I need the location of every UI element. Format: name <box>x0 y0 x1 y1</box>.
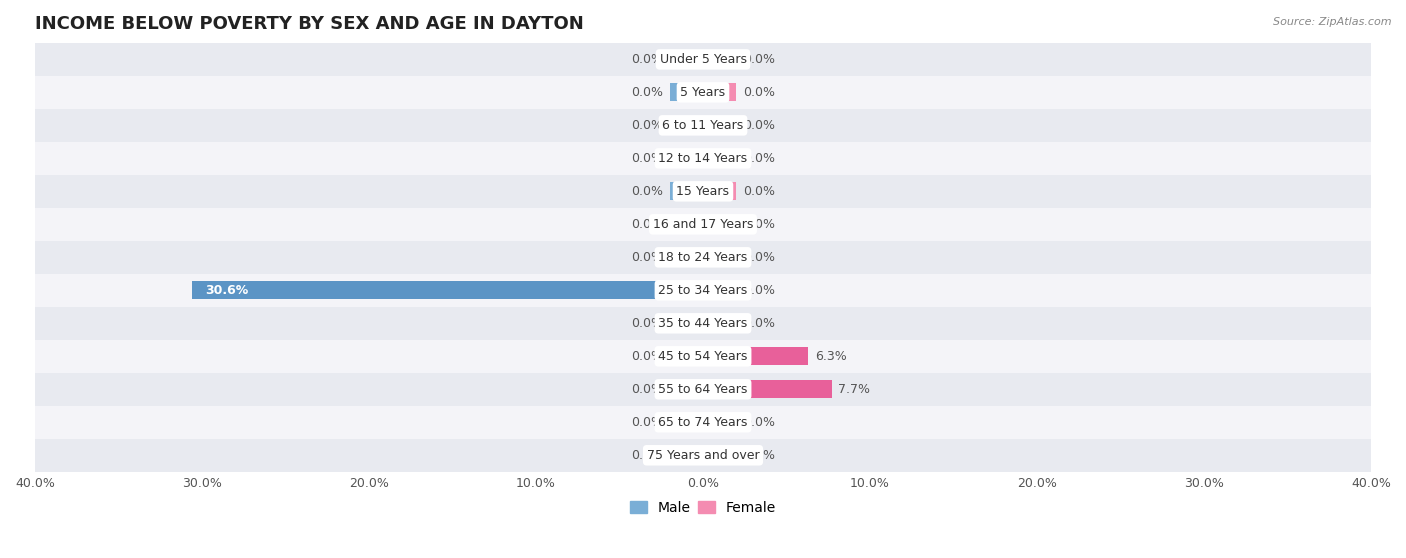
Text: Under 5 Years: Under 5 Years <box>659 53 747 66</box>
Bar <box>669 248 703 266</box>
Text: 35 to 44 Years: 35 to 44 Years <box>658 317 748 330</box>
Text: 0.0%: 0.0% <box>631 53 662 66</box>
Text: 7.7%: 7.7% <box>838 383 870 396</box>
Bar <box>35 241 1371 274</box>
Bar <box>35 439 1371 472</box>
Text: 16 and 17 Years: 16 and 17 Years <box>652 218 754 231</box>
Bar <box>703 150 737 167</box>
Text: 0.0%: 0.0% <box>631 152 662 165</box>
Text: 6.3%: 6.3% <box>815 350 846 363</box>
Bar <box>703 413 737 431</box>
Bar <box>35 142 1371 175</box>
Text: 0.0%: 0.0% <box>631 449 662 462</box>
Text: 0.0%: 0.0% <box>744 53 775 66</box>
Text: 0.0%: 0.0% <box>631 251 662 264</box>
Bar <box>703 248 737 266</box>
Text: 0.0%: 0.0% <box>631 317 662 330</box>
Bar <box>703 446 737 464</box>
Text: 30.6%: 30.6% <box>205 284 249 297</box>
Text: 0.0%: 0.0% <box>631 86 662 99</box>
Bar <box>669 314 703 333</box>
Bar <box>703 281 737 300</box>
Bar <box>35 373 1371 406</box>
Text: 0.0%: 0.0% <box>744 317 775 330</box>
Text: 12 to 14 Years: 12 to 14 Years <box>658 152 748 165</box>
Bar <box>35 307 1371 340</box>
Legend: Male, Female: Male, Female <box>624 496 782 521</box>
Text: 15 Years: 15 Years <box>676 185 730 198</box>
Bar <box>703 182 737 200</box>
Text: 0.0%: 0.0% <box>631 416 662 429</box>
Bar <box>669 413 703 431</box>
Text: 0.0%: 0.0% <box>631 185 662 198</box>
Bar <box>703 83 737 102</box>
Bar <box>35 208 1371 241</box>
Text: Source: ZipAtlas.com: Source: ZipAtlas.com <box>1274 17 1392 27</box>
Text: 0.0%: 0.0% <box>744 152 775 165</box>
Text: 0.0%: 0.0% <box>744 449 775 462</box>
Bar <box>35 175 1371 208</box>
Text: 55 to 64 Years: 55 to 64 Years <box>658 383 748 396</box>
Bar <box>669 347 703 365</box>
Text: 75 Years and over: 75 Years and over <box>647 449 759 462</box>
Text: 0.0%: 0.0% <box>744 284 775 297</box>
Text: 0.0%: 0.0% <box>631 350 662 363</box>
Text: 0.0%: 0.0% <box>744 119 775 132</box>
Text: 65 to 74 Years: 65 to 74 Years <box>658 416 748 429</box>
Bar <box>669 150 703 167</box>
Bar <box>193 281 703 300</box>
Bar <box>35 340 1371 373</box>
Bar <box>703 50 737 69</box>
Bar <box>35 109 1371 142</box>
Text: 0.0%: 0.0% <box>631 218 662 231</box>
Text: 0.0%: 0.0% <box>744 86 775 99</box>
Text: 0.0%: 0.0% <box>631 383 662 396</box>
Bar <box>35 406 1371 439</box>
Bar <box>703 215 737 233</box>
Bar <box>703 314 737 333</box>
Bar <box>669 50 703 69</box>
Text: 0.0%: 0.0% <box>744 218 775 231</box>
Bar <box>703 347 808 365</box>
Text: INCOME BELOW POVERTY BY SEX AND AGE IN DAYTON: INCOME BELOW POVERTY BY SEX AND AGE IN D… <box>35 15 583 33</box>
Bar <box>35 274 1371 307</box>
Bar <box>35 43 1371 76</box>
Text: 5 Years: 5 Years <box>681 86 725 99</box>
Text: 25 to 34 Years: 25 to 34 Years <box>658 284 748 297</box>
Bar <box>703 116 737 134</box>
Bar <box>35 76 1371 109</box>
Bar <box>669 446 703 464</box>
Bar <box>669 380 703 398</box>
Text: 6 to 11 Years: 6 to 11 Years <box>662 119 744 132</box>
Bar <box>669 83 703 102</box>
Text: 45 to 54 Years: 45 to 54 Years <box>658 350 748 363</box>
Bar <box>703 380 831 398</box>
Text: 0.0%: 0.0% <box>744 251 775 264</box>
Text: 0.0%: 0.0% <box>744 185 775 198</box>
Text: 0.0%: 0.0% <box>744 416 775 429</box>
Text: 0.0%: 0.0% <box>631 119 662 132</box>
Bar <box>669 182 703 200</box>
Bar <box>669 116 703 134</box>
Text: 18 to 24 Years: 18 to 24 Years <box>658 251 748 264</box>
Bar <box>669 215 703 233</box>
